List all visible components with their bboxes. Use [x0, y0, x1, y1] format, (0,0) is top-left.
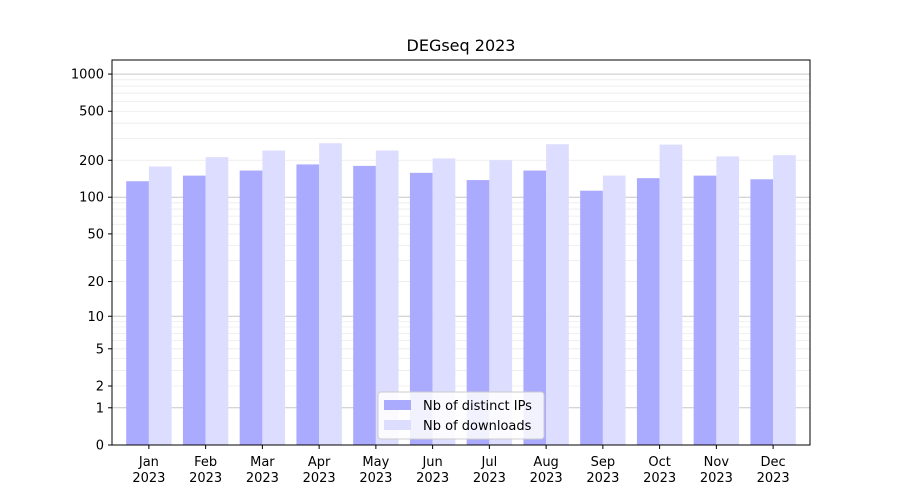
x-tick-label: Jun 2023: [416, 455, 449, 486]
x-tick-label-line: 2023: [700, 471, 733, 486]
y-tick-label: 500: [79, 105, 104, 120]
x-tick-label-line: Apr: [308, 455, 331, 470]
x-tick-label-line: 2023: [530, 471, 563, 486]
bar-downloads: [659, 144, 683, 446]
x-tick-label-line: May: [362, 455, 389, 470]
x-tick-label-line: 2023: [586, 471, 619, 486]
x-tick-label: Apr 2023: [303, 455, 336, 486]
bar-ips: [296, 164, 320, 446]
legend-swatch: [384, 420, 411, 430]
bar-ips: [693, 175, 717, 446]
x-tick-label-line: 2023: [359, 471, 392, 486]
y-tick-label: 5: [96, 342, 104, 357]
y-tick-label: 2: [96, 380, 104, 395]
x-tick-label-line: Feb: [194, 455, 217, 470]
x-tick-label-line: Oct: [648, 455, 670, 470]
x-tick-label-line: Jan: [138, 455, 159, 470]
bar-ips: [409, 172, 433, 445]
legend-swatch: [384, 400, 411, 410]
y-tick-label: 1000: [71, 68, 104, 83]
x-tick-label-line: 2023: [189, 471, 222, 486]
y-tick-label: 50: [87, 227, 104, 242]
bar-ips: [636, 178, 660, 445]
x-tick-label-line: 2023: [132, 471, 165, 486]
bar-downloads: [602, 175, 626, 446]
x-tick-label: Mar 2023: [246, 455, 279, 486]
x-tick-label: Jul 2023: [473, 455, 506, 486]
x-tick-label-line: 2023: [473, 471, 506, 486]
bar-downloads: [773, 155, 796, 446]
bar-downloads: [489, 160, 513, 445]
x-tick-label-line: Sep: [591, 455, 616, 470]
y-tick-label: 10: [87, 310, 104, 325]
bar-ips: [239, 170, 263, 445]
x-tick-label-line: 2023: [246, 471, 279, 486]
x-tick-label-line: 2023: [757, 471, 790, 486]
x-tick-label-line: Jun: [421, 455, 442, 470]
bar-ips: [126, 181, 149, 445]
x-tick-label: Aug 2023: [530, 455, 563, 486]
y-tick-label: 20: [87, 275, 104, 290]
y-tick-label: 1: [96, 401, 104, 416]
chart-title: DEGseq 2023: [407, 36, 516, 55]
bar-ips: [750, 179, 774, 445]
plot-frame: [111, 59, 811, 446]
x-tick-label-line: 2023: [303, 471, 336, 486]
bar-downloads: [546, 144, 569, 446]
bar-downloads: [319, 143, 342, 445]
bar-ips: [580, 190, 603, 445]
bar-downloads: [262, 150, 286, 445]
x-tick-label: Jan 2023: [132, 455, 165, 486]
bar-ips: [466, 180, 490, 445]
x-tick-label-line: Mar: [250, 455, 275, 470]
x-tick-label: Nov 2023: [700, 455, 733, 486]
x-tick-label-line: 2023: [643, 471, 676, 486]
x-tick-label-line: 2023: [416, 471, 449, 486]
bar-downloads: [432, 158, 456, 445]
x-tick-label: Dec 2023: [757, 455, 790, 486]
bar-ips: [182, 175, 206, 446]
x-tick-label-line: Nov: [704, 455, 730, 470]
legend-label: Nb of distinct IPs: [423, 399, 532, 414]
bar-ips: [523, 170, 547, 445]
y-tick-label: 200: [79, 154, 104, 169]
bars-layer: [126, 143, 796, 446]
legend: Nb of distinct IPs Nb of downloads: [377, 391, 545, 440]
x-tick-label: Sep 2023: [586, 455, 619, 486]
bar-downloads: [205, 157, 229, 446]
legend-label: Nb of downloads: [423, 419, 532, 434]
x-tick-label: May 2023: [359, 455, 392, 486]
y-tick-label: 100: [79, 191, 104, 206]
x-tick-label-line: Dec: [761, 455, 786, 470]
bar-downloads: [375, 150, 399, 445]
x-tick-label-line: Jul: [481, 455, 498, 470]
bar-downloads: [716, 156, 740, 446]
x-tick-label-line: Aug: [533, 455, 558, 470]
legend-box: [377, 391, 545, 440]
y-tick-label: 0: [96, 439, 104, 454]
bar-ips: [353, 165, 376, 446]
x-tick-label: Oct 2023: [643, 455, 676, 486]
x-tick-label: Feb 2023: [189, 455, 222, 486]
bar-downloads: [148, 166, 172, 446]
